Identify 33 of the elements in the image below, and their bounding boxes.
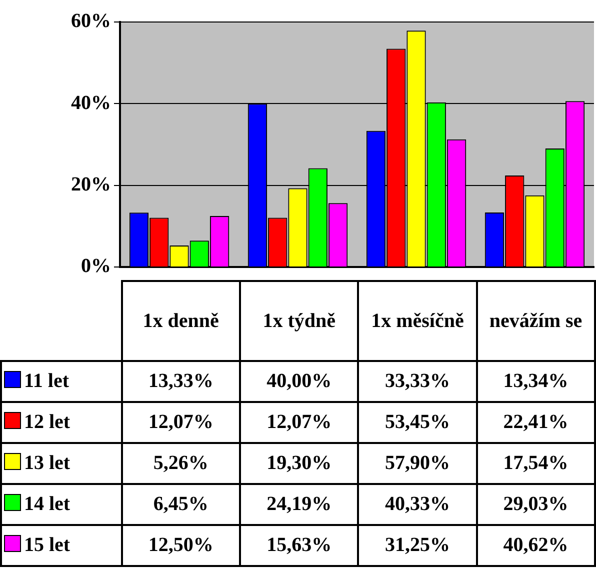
data-label: 15,63% bbox=[240, 525, 358, 566]
data-label: 24,19% bbox=[240, 484, 358, 525]
data-label: 12,07% bbox=[240, 402, 358, 443]
data-label: 17,54% bbox=[476, 443, 595, 484]
x-tick-label: 1x denně bbox=[122, 281, 240, 361]
data-label: 31,25% bbox=[358, 525, 477, 566]
data-label: 13,34% bbox=[476, 361, 595, 402]
data-label: 33,33% bbox=[358, 361, 477, 402]
data-label: 6,45% bbox=[122, 484, 240, 525]
data-label: 53,45% bbox=[358, 402, 477, 443]
x-tick-label: 1x týdně bbox=[240, 281, 358, 361]
y-tick-label: 0% bbox=[81, 255, 111, 278]
y-tick-label: 20% bbox=[71, 174, 111, 196]
data-label: 40,00% bbox=[240, 361, 358, 402]
data-label: 12,50% bbox=[122, 525, 240, 566]
data-label: 40,33% bbox=[358, 484, 477, 525]
legend-label: 14 let bbox=[1, 484, 122, 525]
legend-label: 11 let bbox=[1, 361, 122, 402]
data-label: 40,62% bbox=[476, 525, 595, 566]
x-tick-label: nevážím se bbox=[476, 281, 595, 361]
y-tick-label: 60% bbox=[71, 10, 111, 32]
data-label: 5,26% bbox=[122, 443, 240, 484]
data-label: 19,30% bbox=[240, 443, 358, 484]
legend-label: 15 let bbox=[1, 525, 122, 566]
data-label: 29,03% bbox=[476, 484, 595, 525]
data-label: 57,90% bbox=[358, 443, 477, 484]
data-label: 12,07% bbox=[122, 402, 240, 443]
x-tick-label: 1x měsíčně bbox=[358, 281, 477, 361]
data-label: 22,41% bbox=[476, 402, 595, 443]
legend-label: 12 let bbox=[1, 402, 122, 443]
legend-label: 13 let bbox=[1, 443, 122, 484]
data-label: 13,33% bbox=[122, 361, 240, 402]
y-tick-label: 40% bbox=[71, 92, 111, 114]
